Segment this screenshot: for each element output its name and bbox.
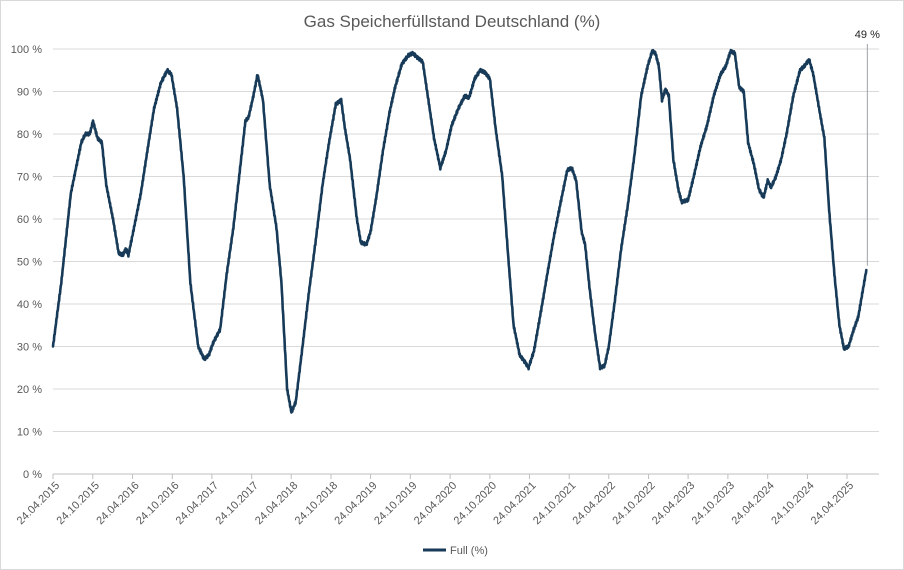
y-tick-label: 80 % — [17, 129, 42, 141]
y-tick-label: 0 % — [23, 469, 42, 481]
y-axis-tick-labels: 0 % 10 % 20 % 30 % 40 % 50 % 60 % 70 % 80 % 90 % 1… — [11, 44, 42, 481]
y-tick-label: 90 % — [17, 87, 42, 99]
y-tick-label: 10 % — [17, 427, 42, 439]
y-tick-label: 30 % — [17, 342, 42, 354]
y-tick-label: 20 % — [17, 384, 42, 396]
legend-label: Full (%) — [450, 545, 488, 557]
y-tick-label: 100 % — [11, 44, 42, 56]
series-lines — [51, 48, 868, 414]
annotation-label: 49 % — [855, 29, 880, 41]
y-tick-label: 40 % — [17, 299, 42, 311]
annotation: 49 % — [855, 29, 880, 266]
y-tick-label: 60 % — [17, 214, 42, 226]
y-tick-label: 50 % — [17, 257, 42, 269]
series-line-full — [51, 48, 868, 414]
x-tick-label: 24.04.2025 — [809, 480, 856, 527]
y-tick-label: 70 % — [17, 172, 42, 184]
chart-title: Gas Speicherfüllstand Deutschland (%) — [304, 12, 601, 31]
x-axis-tick-labels: 24.04.201524.10.201524.04.201624.10.2016… — [15, 480, 856, 527]
legend: Full (%) — [423, 545, 488, 557]
